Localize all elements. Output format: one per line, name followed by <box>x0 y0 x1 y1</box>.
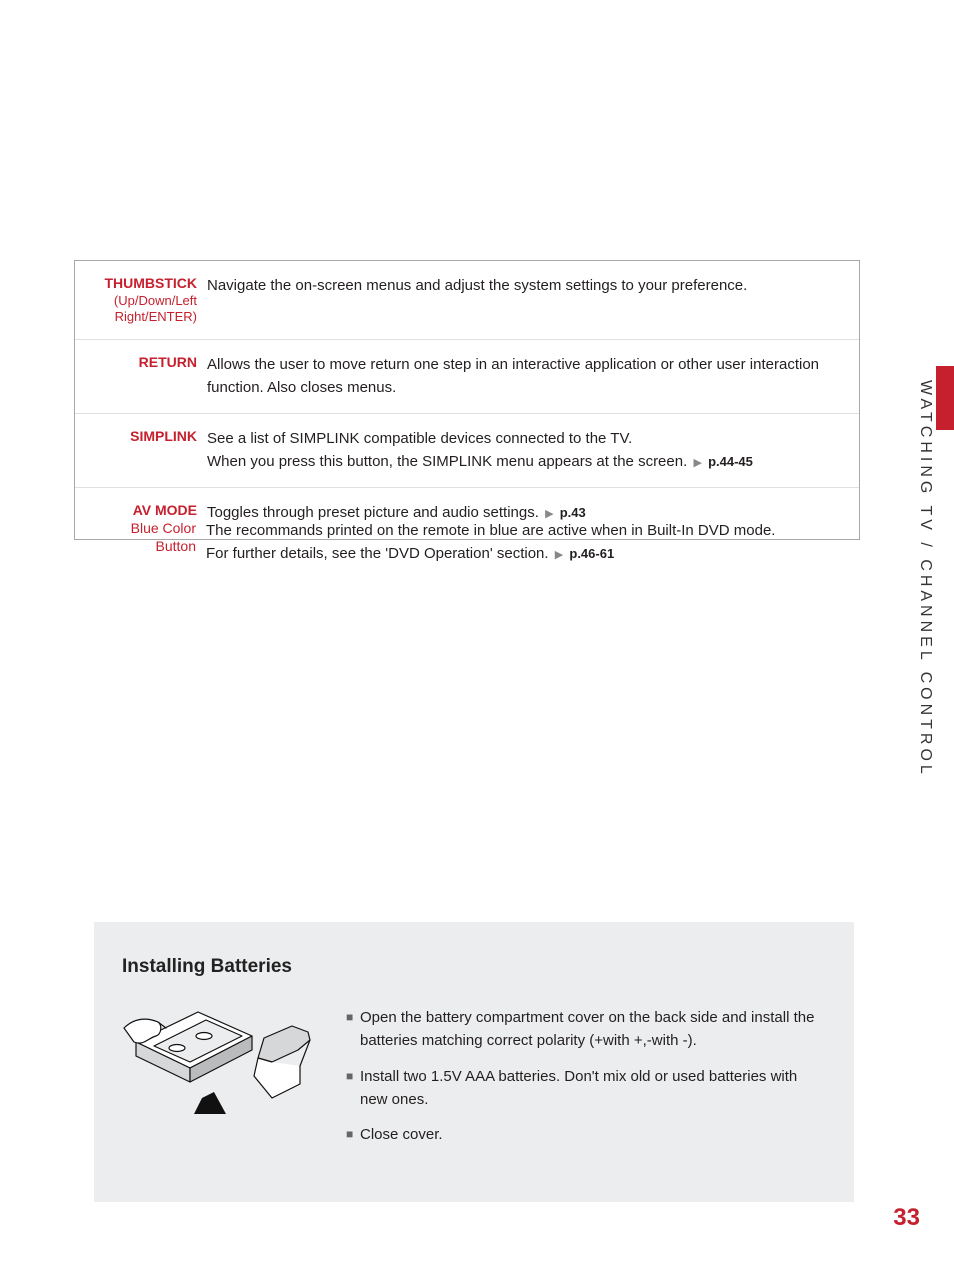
label-sub: (Up/Down/Left <box>75 293 197 309</box>
row-label: RETURN <box>75 354 207 399</box>
desc-text: When you press this button, the SIMPLINK… <box>207 453 687 470</box>
triangle-icon: ▶ <box>555 549 563 561</box>
side-tab <box>936 366 954 430</box>
row-desc: The recommands printed on the remote in … <box>206 520 846 565</box>
label-main: SIMPLINK <box>75 428 197 446</box>
panel-heading: Installing Batteries <box>122 956 826 978</box>
page-ref: p.46-61 <box>569 546 614 561</box>
below-table: Blue Color Button The recommands printed… <box>74 510 860 575</box>
page-number: 33 <box>893 1204 920 1232</box>
page-ref: p.44-45 <box>708 454 753 469</box>
desc-text: The recommands printed on the remote in … <box>206 522 775 539</box>
desc-text: See a list of SIMPLINK compatible device… <box>207 430 632 447</box>
row-desc: Allows the user to move return one step … <box>207 354 845 399</box>
row-label: SIMPLINK <box>75 428 207 473</box>
page: WATCHING TV / CHANNEL CONTROL THUMBSTICK… <box>0 0 954 1272</box>
battery-illustration <box>122 1006 322 1158</box>
instruction-text: Close cover. <box>360 1123 826 1146</box>
installing-batteries-panel: Installing Batteries <box>94 922 854 1202</box>
bullet-icon: ■ <box>346 1065 360 1112</box>
row-label: THUMBSTICK (Up/Down/Left Right/ENTER) <box>75 275 207 325</box>
section-label: WATCHING TV / CHANNEL CONTROL <box>916 380 934 778</box>
label-sub: Right/ENTER) <box>75 309 197 325</box>
instruction-text: Open the battery compartment cover on th… <box>360 1006 826 1053</box>
table-row: RETURN Allows the user to move return on… <box>75 339 859 413</box>
label-main: Blue Color <box>74 520 196 538</box>
battery-instructions: ■Open the battery compartment cover on t… <box>346 1006 826 1158</box>
bullet-icon: ■ <box>346 1123 360 1146</box>
remote-battery-icon <box>122 1006 322 1126</box>
triangle-icon: ▶ <box>693 457 701 469</box>
panel-body: ■Open the battery compartment cover on t… <box>122 1006 826 1158</box>
row-desc: Navigate the on-screen menus and adjust … <box>207 275 845 325</box>
table-row: SIMPLINK See a list of SIMPLINK compatib… <box>75 413 859 487</box>
bullet-icon: ■ <box>346 1006 360 1053</box>
table-row: THUMBSTICK (Up/Down/Left Right/ENTER) Na… <box>75 261 859 339</box>
label-sub: Button <box>74 538 196 556</box>
row-label: Blue Color Button <box>74 520 206 565</box>
desc-text: Navigate the on-screen menus and adjust … <box>207 277 747 294</box>
label-main: RETURN <box>75 354 197 372</box>
desc-text: Allows the user to move return one step … <box>207 356 819 396</box>
table-row: Blue Color Button The recommands printed… <box>74 510 860 575</box>
row-desc: See a list of SIMPLINK compatible device… <box>207 428 845 473</box>
label-main: THUMBSTICK <box>75 275 197 293</box>
desc-text: For further details, see the 'DVD Operat… <box>206 545 549 562</box>
instruction-text: Install two 1.5V AAA batteries. Don't mi… <box>360 1065 826 1112</box>
function-table: THUMBSTICK (Up/Down/Left Right/ENTER) Na… <box>74 260 860 540</box>
